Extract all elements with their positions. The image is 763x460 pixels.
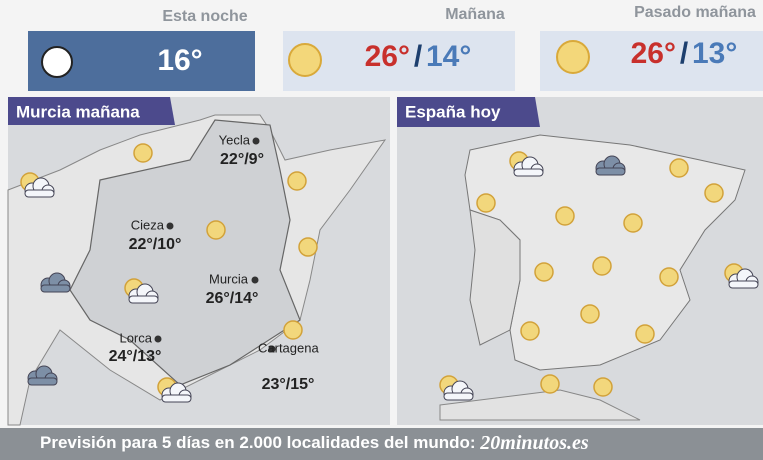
city-dot	[155, 336, 162, 343]
footer-text: Previsión para 5 días en 2.000 localidad…	[40, 432, 589, 454]
city-dot	[253, 138, 260, 145]
sun-icon	[556, 207, 574, 225]
cloud-part	[41, 285, 70, 292]
label: Pasado mañana	[634, 4, 756, 21]
map-title: España hoy	[405, 102, 501, 121]
sun-icon	[624, 214, 642, 232]
cloud-part	[162, 395, 191, 402]
footer-text: Previsión para 5 días en 2.000 localidad…	[40, 433, 480, 452]
sun-icon	[594, 378, 612, 396]
separator: /	[414, 40, 423, 73]
city-name: Cartagena	[258, 340, 319, 355]
cloud-part	[444, 393, 473, 400]
moon-icon	[42, 47, 72, 77]
cloud-part	[25, 190, 54, 197]
sun-icon	[581, 305, 599, 323]
low-temp: 14°	[426, 40, 471, 73]
sun-icon	[299, 238, 317, 256]
sun-icon	[557, 41, 589, 73]
city-name: Yecla	[219, 132, 251, 147]
sun-icon	[535, 263, 553, 281]
sun-icon	[705, 184, 723, 202]
high-temp: 26°	[631, 37, 676, 70]
city-temp: 22°/10°	[129, 236, 182, 253]
city-temp: 24°/13°	[109, 348, 162, 365]
sun-icon	[521, 322, 539, 340]
low-temp: 13°	[692, 37, 737, 70]
city-temp: 22°/9°	[220, 151, 264, 168]
cloud-part	[514, 169, 543, 176]
city-dot	[252, 277, 259, 284]
weather-graphic: Esta noche Mañana Pasado mañana 16° 26° …	[0, 0, 763, 460]
map-title: Murcia mañana	[16, 102, 140, 121]
city-temp: 26°/14°	[206, 290, 259, 307]
sun-icon	[593, 257, 611, 275]
city-temp: 23°/15°	[262, 376, 315, 393]
sun-icon	[288, 172, 306, 190]
city-name: Lorca	[119, 330, 152, 345]
cloud-part	[729, 281, 758, 288]
sun-icon	[541, 375, 559, 393]
city-dot	[167, 223, 174, 230]
sun-icon	[636, 325, 654, 343]
temp: 16°	[157, 44, 202, 77]
cloud-part	[596, 168, 625, 175]
sun-icon	[670, 159, 688, 177]
city-name: Murcia	[209, 271, 249, 286]
brand: 20minutos.es	[479, 432, 589, 454]
sun-icon	[284, 321, 302, 339]
cloud-part	[129, 296, 158, 303]
sun-icon	[477, 194, 495, 212]
high-temp: 26°	[365, 40, 410, 73]
cloud-part	[28, 378, 57, 385]
label: Esta noche	[162, 8, 247, 25]
sun-icon	[289, 44, 321, 76]
separator: /	[680, 37, 689, 70]
sun-icon	[134, 144, 152, 162]
label: Mañana	[445, 6, 505, 23]
sun-icon	[207, 221, 225, 239]
city-name: Cieza	[131, 217, 165, 232]
sun-icon	[660, 268, 678, 286]
